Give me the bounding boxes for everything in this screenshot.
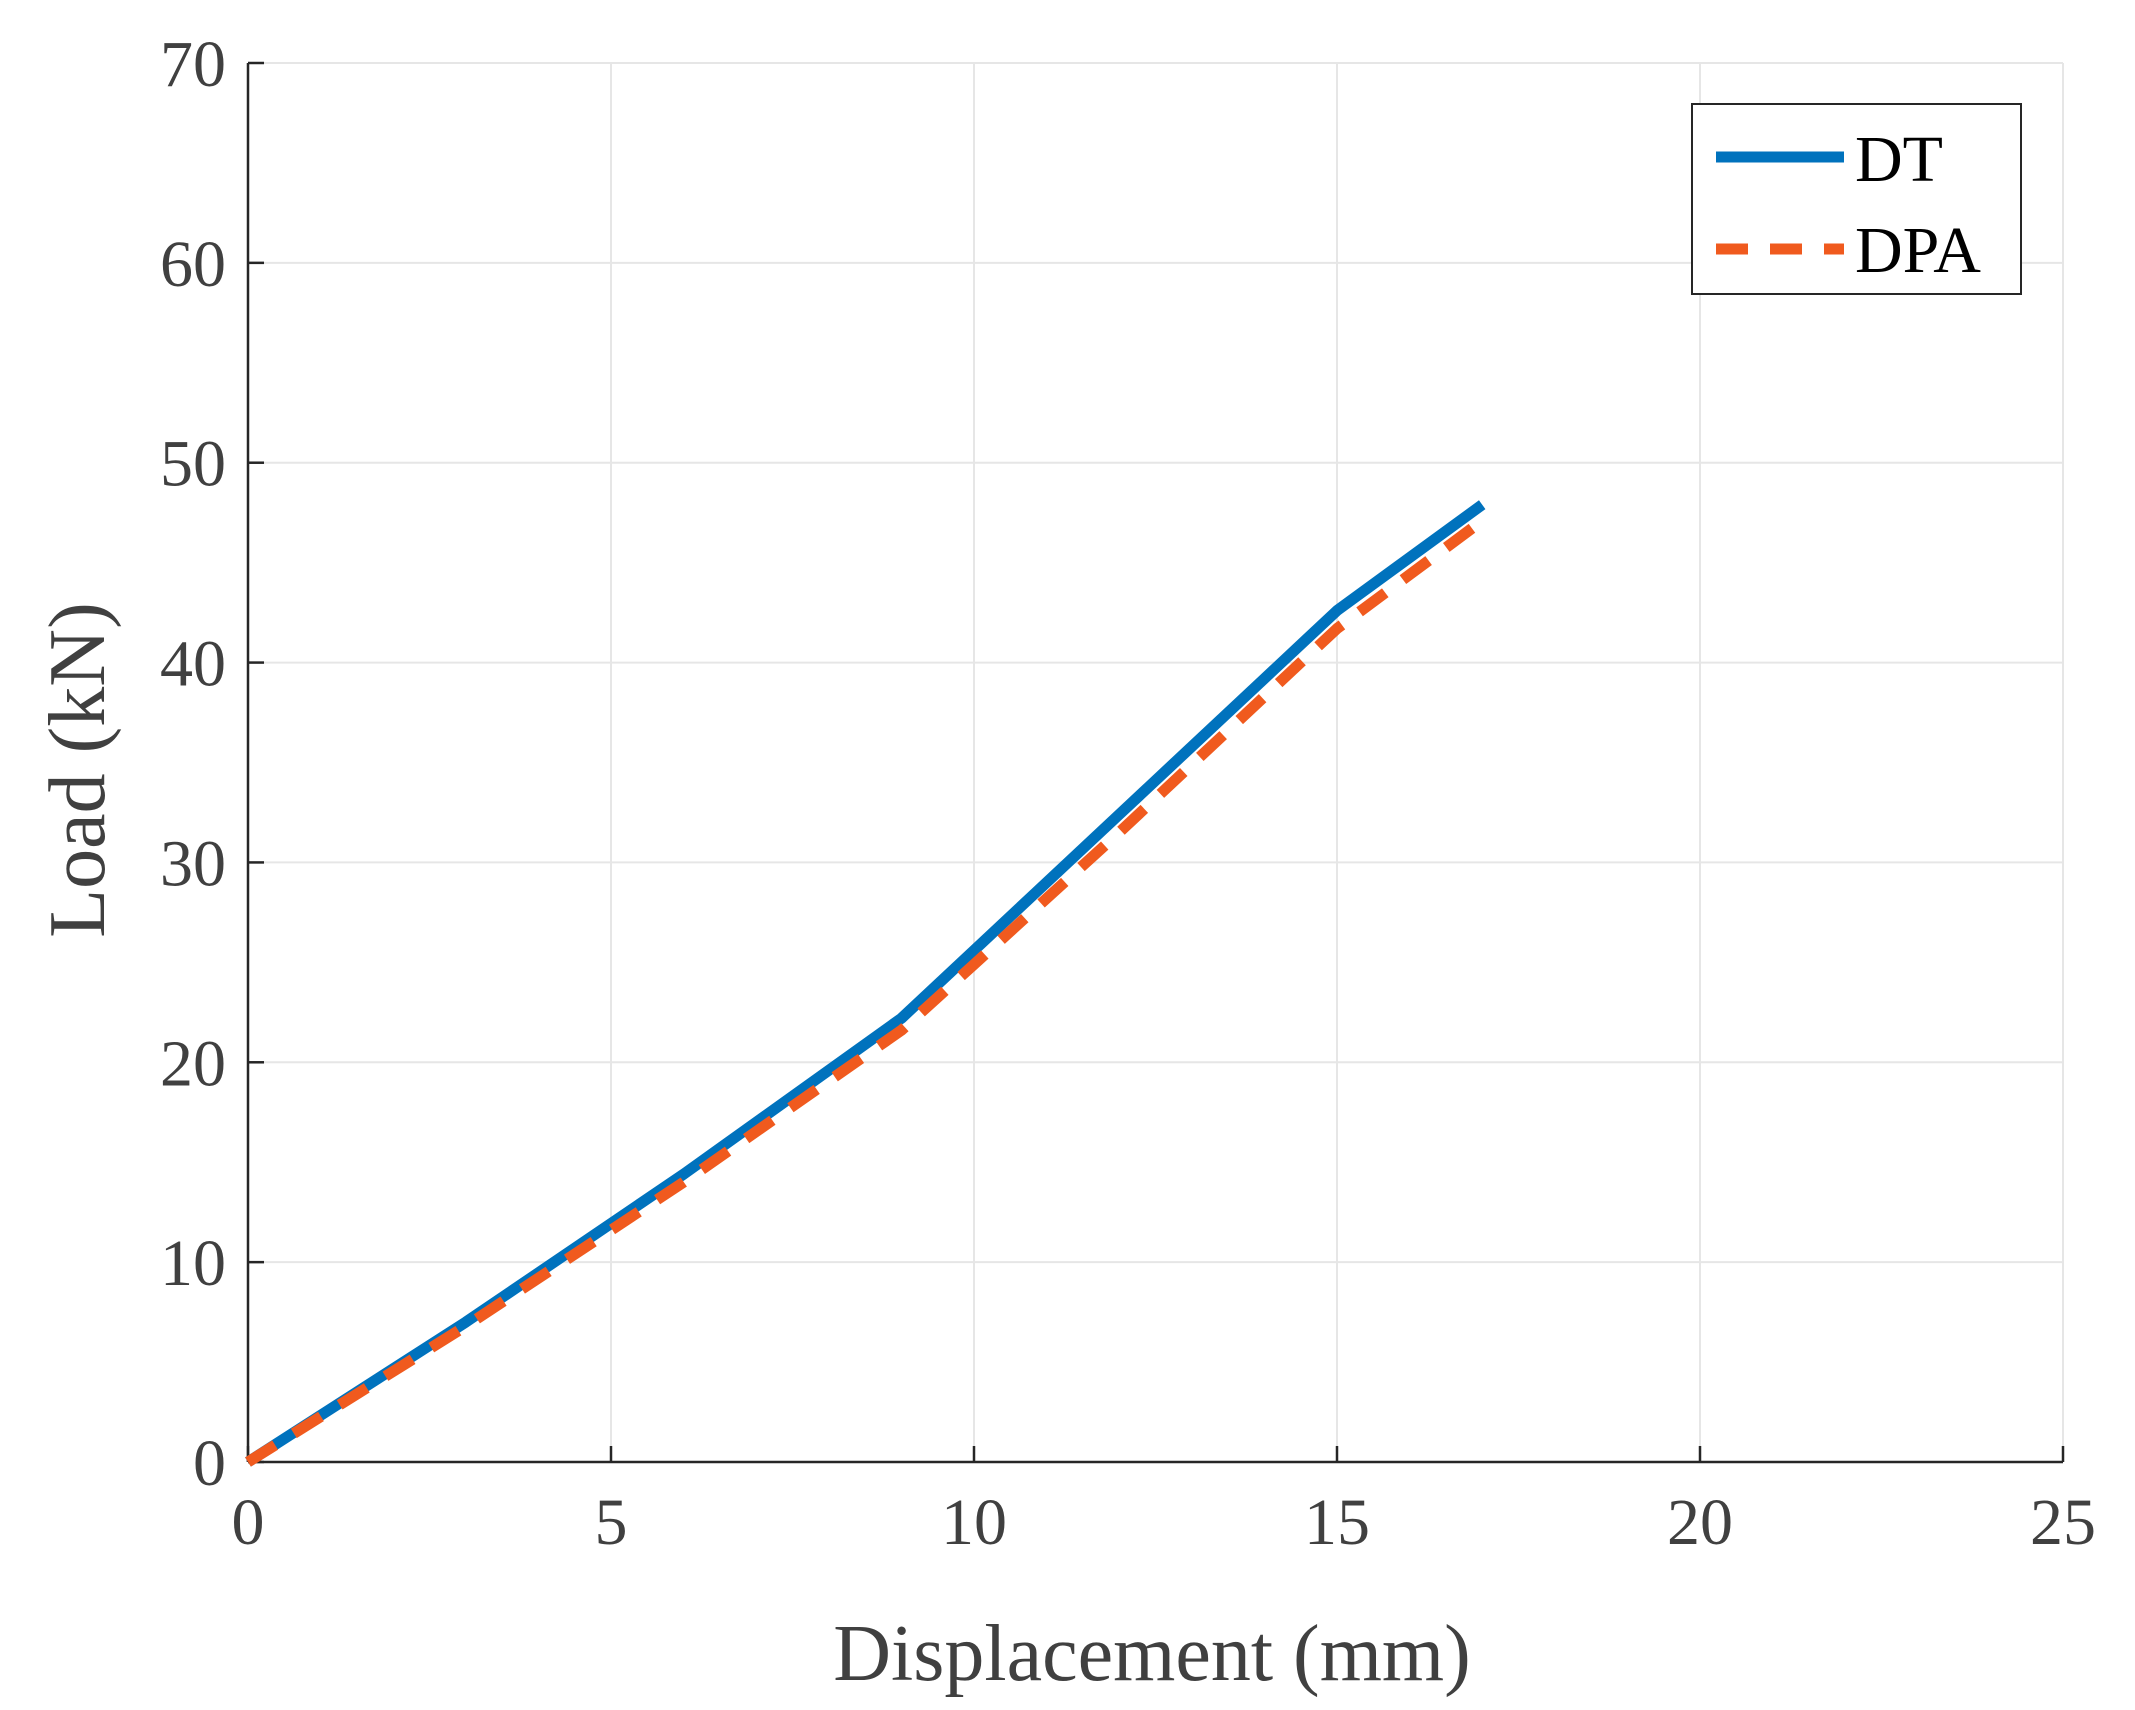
y-tick-label-30: 30 xyxy=(160,827,226,900)
y-tick-label-20: 20 xyxy=(160,1027,226,1100)
legend-label-dt: DT xyxy=(1855,123,1943,196)
y-tick-label-60: 60 xyxy=(160,228,226,301)
y-tick-label-40: 40 xyxy=(160,628,226,701)
legend-label-dpa: DPA xyxy=(1855,214,1981,287)
legend-box xyxy=(1691,103,2022,295)
y-tick-label-50: 50 xyxy=(160,428,226,501)
x-tick-label-25: 25 xyxy=(2030,1486,2096,1559)
x-axis-title: Displacement (mm) xyxy=(833,1610,1471,1698)
x-tick-label-15: 15 xyxy=(1304,1486,1370,1559)
y-tick-label-70: 70 xyxy=(160,28,226,101)
x-tick-label-0: 0 xyxy=(232,1486,265,1559)
y-tick-label-10: 10 xyxy=(160,1227,226,1300)
series-line-dpa xyxy=(245,516,1486,1467)
legend[interactable]: DT DPA xyxy=(1691,103,2022,295)
x-tick-label-5: 5 xyxy=(595,1486,628,1559)
y-axis-title: Load (kN) xyxy=(34,602,122,937)
series-lines xyxy=(245,500,1486,1467)
y-tick-label-0: 0 xyxy=(193,1427,226,1500)
axes xyxy=(246,61,2065,1464)
x-tick-label-10: 10 xyxy=(941,1486,1007,1559)
tick-labels: 0 5 10 15 20 25 0 10 20 30 40 50 60 70 xyxy=(160,28,2096,1559)
x-tick-label-20: 20 xyxy=(1667,1486,1733,1559)
